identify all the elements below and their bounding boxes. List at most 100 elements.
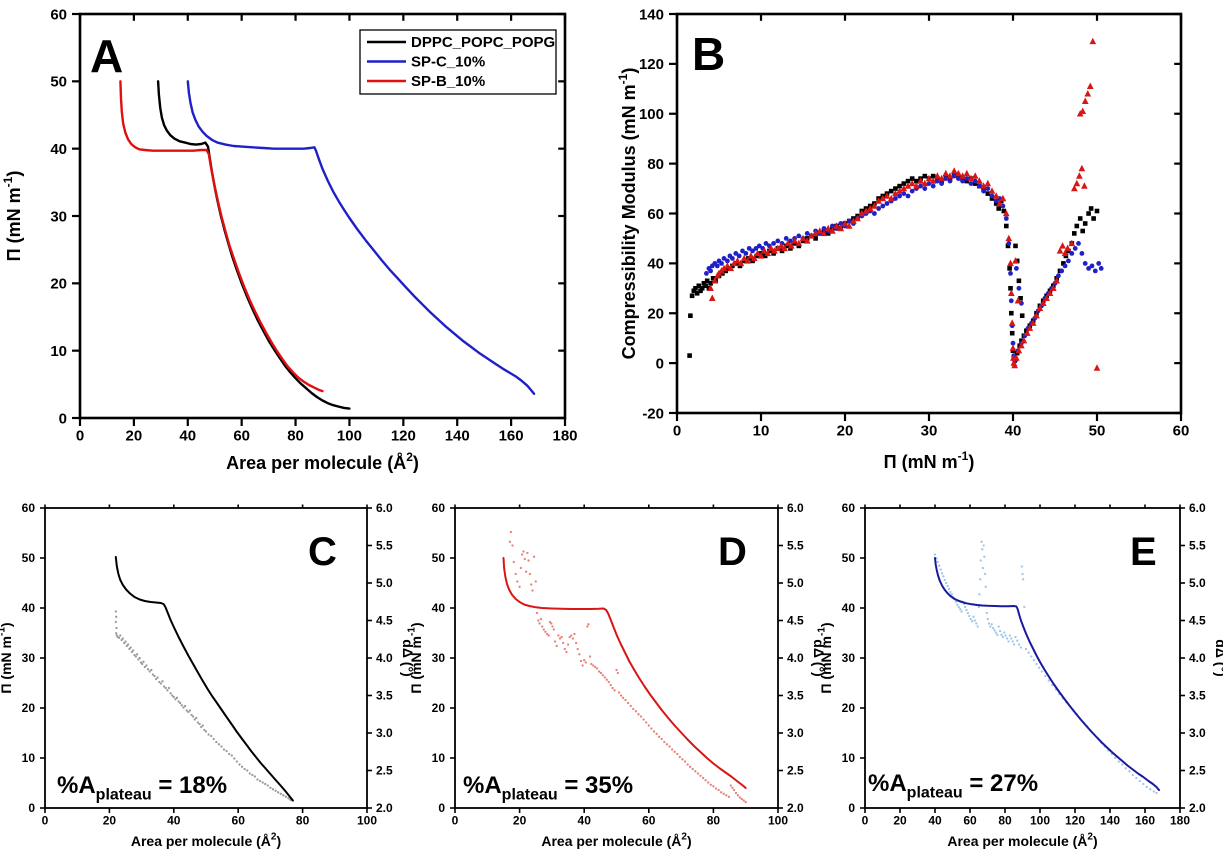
svg-text:60: 60: [963, 813, 977, 827]
svg-text:160: 160: [499, 427, 524, 444]
svg-text:2.0: 2.0: [1189, 801, 1206, 815]
panel-B: 0 10 20 30 40 50 60 -20 0 20 40 60 80 100 120 140 Π (mN …: [616, 6, 1189, 472]
svg-text:20: 20: [893, 813, 907, 827]
svg-text:6.0: 6.0: [1189, 501, 1206, 515]
panel-A-y-axis: 0 10 20 30 40 50 60: [50, 6, 565, 427]
panel-A: 0 20 40 60 80 100 120 140 160 180 0 10 20 30 40 50 60 Are…: [1, 6, 578, 473]
svg-text:4.5: 4.5: [787, 614, 804, 628]
panel-E-plateau-annotation: %Aplateau = 27%: [868, 770, 1038, 802]
svg-text:4.5: 4.5: [376, 614, 393, 628]
panel-B-chart: 0 10 20 30 40 50 60 -20 0 20 40 60 80 100 120 140 Π (mN …: [616, 6, 1189, 472]
svg-text:40: 40: [928, 813, 942, 827]
panel-C-y-label: Π (mN m-1): [0, 622, 14, 693]
panel-E-letter: E: [1130, 530, 1157, 574]
panel-D-series-isotherm: [502, 557, 747, 789]
svg-text:5.0: 5.0: [1189, 576, 1206, 590]
panel-A-x-axis: 0 20 40 60 80 100 120 140 160 180: [76, 14, 578, 444]
svg-text:30: 30: [842, 651, 856, 665]
svg-text:60: 60: [233, 427, 250, 444]
panel-A-series-SP-B_10%: [119, 80, 324, 393]
svg-text:100: 100: [1030, 813, 1050, 827]
svg-text:60: 60: [642, 813, 656, 827]
panel-B-series-SP-B_10%: [707, 37, 1101, 371]
svg-text:0: 0: [42, 813, 49, 827]
panel-C-series-dDelta: [114, 610, 294, 802]
svg-text:40: 40: [179, 427, 196, 444]
svg-text:2.0: 2.0: [376, 801, 393, 815]
svg-text:5.0: 5.0: [787, 576, 804, 590]
svg-text:100: 100: [768, 813, 788, 827]
svg-text:10: 10: [22, 751, 36, 765]
panel-D-series: [502, 530, 747, 804]
svg-text:20: 20: [126, 427, 143, 444]
panel-C-chart: 0 20 40 60 80 100 0 10 20 30 40 50 60 2.0 2.5 3.0 3.5 4.0…: [0, 501, 416, 849]
svg-text:40: 40: [432, 601, 446, 615]
panel-B-letter: B: [692, 28, 725, 80]
svg-text:20: 20: [647, 306, 664, 323]
panel-E: 0 20 40 60 80 100 120 140 160 180 0 10 20 30 40 50 60 2.0…: [817, 501, 1223, 849]
svg-text:40: 40: [842, 601, 856, 615]
panel-C-plateau-annotation: %Aplateau = 18%: [57, 772, 227, 804]
panel-D-letter: D: [718, 530, 747, 574]
svg-text:2.5: 2.5: [1189, 764, 1206, 778]
svg-text:140: 140: [445, 427, 470, 444]
svg-text:50: 50: [432, 551, 446, 565]
svg-text:40: 40: [22, 601, 36, 615]
panel-C-y2-label: dΔ (°): [400, 639, 416, 676]
panel-D-x-axis: 0 20 40 60 80 100: [452, 504, 788, 827]
svg-text:30: 30: [432, 651, 446, 665]
panel-D-x-label: Area per molecule (Å2): [541, 832, 691, 849]
svg-text:10: 10: [842, 751, 856, 765]
panel-A-series: [119, 80, 536, 410]
svg-text:10: 10: [753, 422, 770, 439]
svg-text:120: 120: [391, 427, 416, 444]
panel-A-series-SP-C_10%: [186, 80, 536, 395]
svg-text:180: 180: [1170, 813, 1190, 827]
panel-B-x-label: Π (mN m-1): [884, 449, 975, 472]
svg-text:60: 60: [432, 501, 446, 515]
panel-E-series: [933, 540, 1161, 795]
svg-text:60: 60: [232, 813, 246, 827]
svg-text:2.5: 2.5: [376, 764, 393, 778]
svg-text:0: 0: [452, 813, 459, 827]
panel-B-series-SP-C_10%: [704, 173, 1104, 363]
svg-text:30: 30: [921, 422, 938, 439]
svg-text:180: 180: [552, 427, 577, 444]
svg-text:40: 40: [50, 141, 67, 158]
panel-E-x-label: Area per molecule (Å2): [947, 832, 1097, 849]
panel-E-y2-label: dΔ (°): [1213, 639, 1223, 676]
panel-C-y2-axis: 2.0 2.5 3.0 3.5 4.0 4.5 5.0 5.5 6.0: [367, 501, 393, 815]
svg-text:2.0: 2.0: [787, 801, 804, 815]
panel-A-series-DPPC_POPC_POPG: [156, 80, 351, 410]
svg-text:50: 50: [50, 74, 67, 91]
svg-text:40: 40: [167, 813, 181, 827]
svg-text:80: 80: [287, 427, 304, 444]
svg-text:-20: -20: [642, 405, 664, 422]
svg-text:0: 0: [673, 422, 681, 439]
panel-D-series-dDelta: [508, 530, 747, 804]
panel-A-legend: DPPC_POPC_POPG SP-C_10% SP-B_10%: [359, 29, 557, 95]
panel-A-chart: 0 20 40 60 80 100 120 140 160 180 0 10 20 30 40 50 60 Are…: [1, 6, 578, 473]
panel-B-x-axis: 0 10 20 30 40 50 60: [673, 14, 1190, 439]
panel-D-y2-label: dΔ (°): [811, 639, 827, 676]
svg-text:20: 20: [837, 422, 854, 439]
svg-text:100: 100: [357, 813, 377, 827]
svg-text:3.0: 3.0: [1189, 726, 1206, 740]
svg-text:30: 30: [22, 651, 36, 665]
svg-text:80: 80: [296, 813, 310, 827]
panel-A-x-label: Area per molecule (Å2): [226, 450, 419, 473]
panel-C-series: [114, 556, 294, 802]
legend-entry-label: DPPC_POPC_POPG: [411, 34, 555, 51]
svg-text:0: 0: [656, 355, 664, 372]
svg-text:4.0: 4.0: [376, 651, 393, 665]
svg-text:0: 0: [28, 801, 35, 815]
panel-C-series-isotherm: [114, 556, 294, 802]
svg-text:60: 60: [1173, 422, 1190, 439]
panel-E-y2-axis: 2.0 2.5 3.0 3.5 4.0 4.5 5.0 5.5 6.0: [1180, 501, 1206, 815]
panel-B-frame: [675, 12, 1183, 415]
svg-text:120: 120: [1065, 813, 1085, 827]
svg-text:60: 60: [842, 501, 856, 515]
svg-text:3.0: 3.0: [376, 726, 393, 740]
svg-text:5.5: 5.5: [787, 539, 804, 553]
